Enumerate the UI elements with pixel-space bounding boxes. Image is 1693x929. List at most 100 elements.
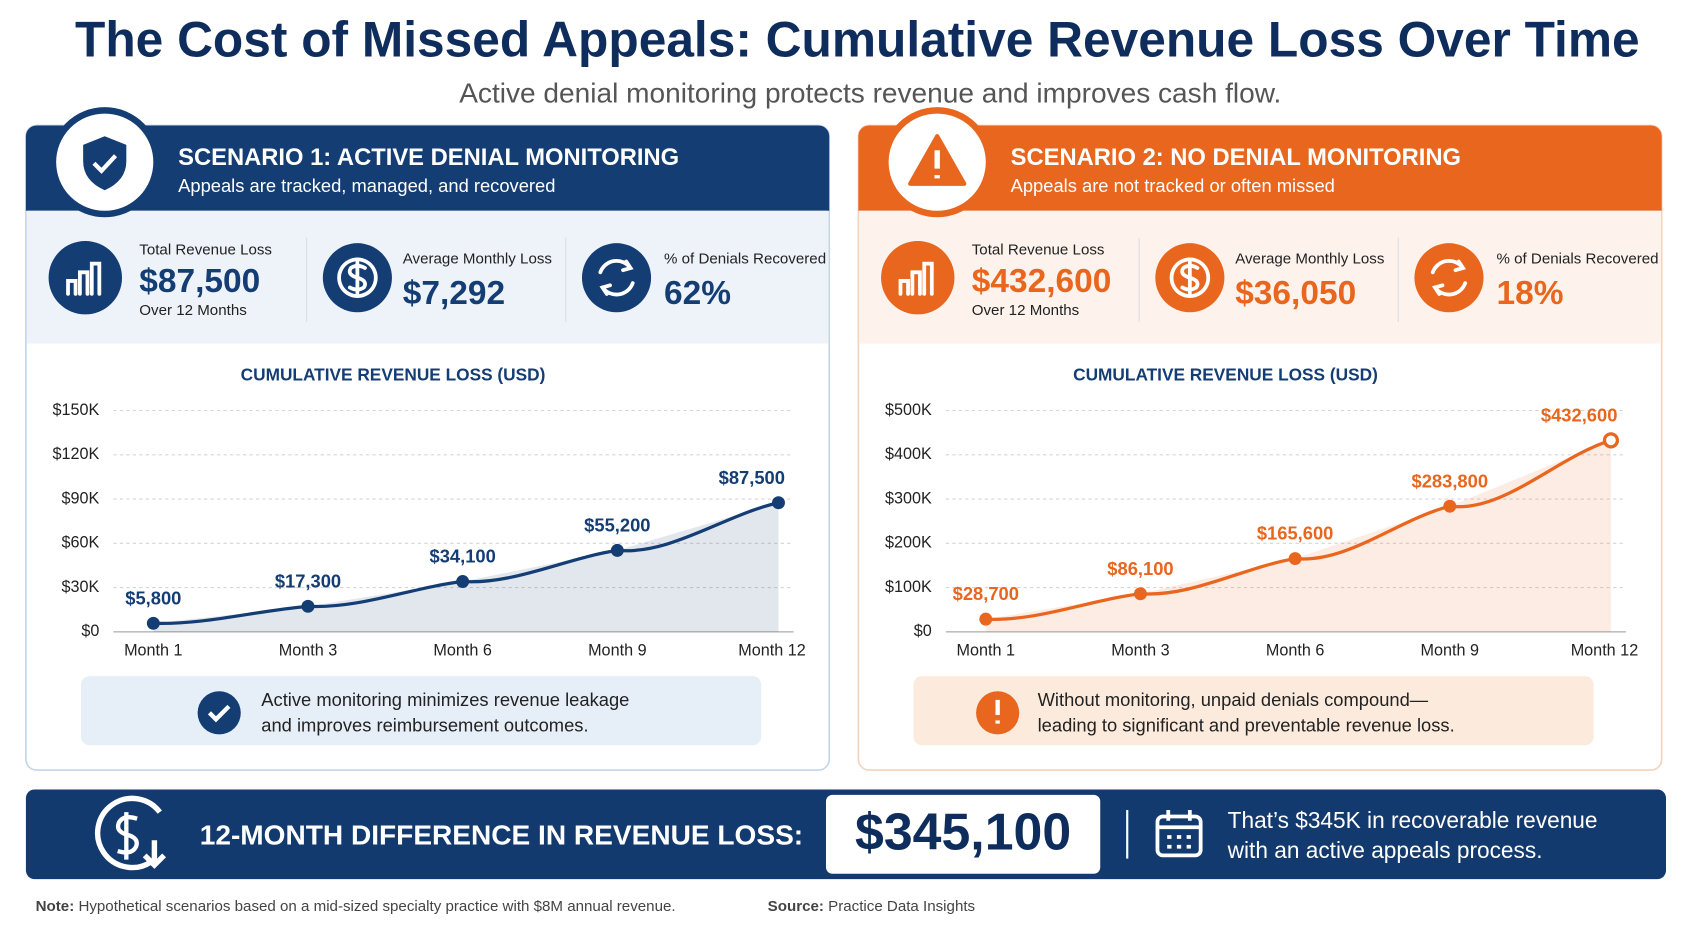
calendar-body [1155, 814, 1203, 858]
point [1288, 552, 1302, 566]
kpi-label: Average Monthly Loss [403, 250, 553, 267]
value-label: $17,300 [275, 570, 341, 591]
y-tick-label: $60K [62, 534, 100, 552]
area [985, 440, 1611, 632]
banner-icon [94, 795, 167, 871]
calendar-days [1167, 835, 1191, 849]
panel-heading: SCENARIO 2: NO DENIAL MONITORING [1011, 144, 1461, 171]
note-text: Without monitoring, unpaid denials compo… [1038, 689, 1429, 710]
icon-dollar [115, 812, 139, 860]
kpi-icon [581, 243, 652, 313]
kpi-label: Average Monthly Loss [1235, 250, 1385, 267]
x-tick-label: Month 6 [433, 642, 492, 660]
summary-banner: 12-MONTH DIFFERENCE IN REVENUE LOSS: $34… [25, 789, 1667, 880]
panel-subheading: Appeals are tracked, managed, and recove… [178, 175, 555, 196]
banner-text: with an active appeals process. [1227, 837, 1543, 863]
kpi-value: $432,600 [972, 263, 1112, 300]
value-label: $283,800 [1412, 470, 1489, 491]
value-label: $55,200 [584, 514, 650, 535]
point [771, 496, 785, 510]
note-text: leading to significant and preventable r… [1038, 715, 1455, 736]
chart-title: CUMULATIVE REVENUE LOSS (USD) [241, 365, 546, 385]
kpi-label: % of Denials Recovered [664, 250, 826, 267]
source-label: Source: [768, 898, 824, 915]
shield-check [92, 154, 118, 174]
value-label: $165,600 [1257, 523, 1334, 544]
point [610, 543, 624, 557]
page-subtitle: Active denial monitoring protects revenu… [459, 78, 1281, 109]
note-label: Note: [36, 898, 75, 915]
point [456, 575, 470, 589]
kpi-glyph [898, 261, 934, 296]
footnote: Note: Hypothetical scenarios based on a … [36, 898, 676, 915]
area [153, 502, 779, 632]
note-icon [197, 691, 241, 735]
kpi-value: $7,292 [403, 275, 505, 312]
kpi-icon [48, 240, 123, 315]
x-tick-label: Month 3 [279, 642, 338, 660]
kpi-band [26, 210, 829, 344]
value-label: $87,500 [719, 467, 785, 488]
kpi-sub: Over 12 Months [972, 302, 1080, 319]
point [146, 616, 160, 630]
x-tick-label: Month 1 [124, 642, 182, 660]
banner-value-box [825, 794, 1101, 874]
y-tick-label: $500K [885, 401, 932, 419]
panel-header [858, 125, 1662, 211]
value-label: $5,800 [125, 587, 181, 608]
icon-ring [94, 795, 162, 871]
icon-arrow [142, 840, 167, 869]
y-tick-label: $100K [885, 578, 932, 596]
source-text: Practice Data Insights [828, 898, 975, 915]
panel-header [25, 125, 830, 211]
y-tick-label: $300K [885, 489, 932, 507]
banner-value: $345,100 [855, 803, 1071, 861]
source: Source: Practice Data Insights [768, 898, 976, 915]
y-tick-label: $200K [885, 534, 932, 552]
kpi-icon [1414, 243, 1484, 313]
banner-text: That’s $345K in recoverable revenue [1228, 807, 1598, 833]
y-tick-label: $400K [885, 445, 932, 463]
panel-heading: SCENARIO 1: ACTIVE DENIAL MONITORING [178, 144, 679, 171]
x-tick-label: Month 12 [738, 642, 805, 660]
panels: SCENARIO 1: ACTIVE DENIAL MONITORING Appe… [25, 107, 1663, 771]
kpi-value: 18% [1496, 275, 1563, 312]
note-text: Hypothetical scenarios based on a mid-si… [78, 898, 675, 915]
value-label: $86,100 [1107, 558, 1173, 579]
x-tick-label: Month 9 [588, 642, 647, 660]
point [979, 612, 993, 626]
value-label: $34,100 [430, 546, 496, 567]
kpi-label: Total Revenue Loss [972, 242, 1105, 259]
kpi-glyph [598, 259, 635, 297]
x-tick-label: Month 9 [1421, 642, 1480, 660]
chart-title: CUMULATIVE REVENUE LOSS (USD) [1073, 365, 1378, 385]
x-tick-label: Month 6 [1266, 642, 1325, 660]
note-box [913, 676, 1594, 746]
kpi-glyph [66, 261, 102, 296]
kpi-band [859, 210, 1661, 344]
kpi-sub: Over 12 Months [139, 302, 247, 319]
kpi-label: % of Denials Recovered [1496, 250, 1658, 267]
scenario-panel: SCENARIO 2: NO DENIAL MONITORING Appeals … [857, 107, 1663, 771]
banner-label: 12-MONTH DIFFERENCE IN REVENUE LOSS: [200, 819, 803, 850]
kpi-glyph [1169, 257, 1211, 298]
x-tick-label: Month 3 [1111, 642, 1170, 660]
calendar-icon [1155, 810, 1203, 858]
shield-icon [83, 136, 127, 191]
calendar-top [1157, 810, 1201, 830]
x-tick-label: Month 1 [957, 642, 1016, 660]
y-tick-label: $90K [62, 489, 100, 507]
scenario-panel: SCENARIO 1: ACTIVE DENIAL MONITORING Appe… [25, 107, 831, 771]
kpi-icon [881, 240, 955, 315]
point [1602, 432, 1620, 449]
note-text: and improves reimbursement outcomes. [261, 715, 588, 736]
kpi-value: $87,500 [139, 263, 260, 300]
note-box [80, 676, 762, 746]
kpi-glyph [1430, 259, 1468, 297]
y-tick-label: $150K [53, 401, 100, 419]
page-title: The Cost of Missed Appeals: Cumulative R… [75, 12, 1640, 68]
note-check [207, 704, 231, 723]
y-tick-label: $0 [81, 622, 99, 640]
point [1443, 499, 1457, 513]
